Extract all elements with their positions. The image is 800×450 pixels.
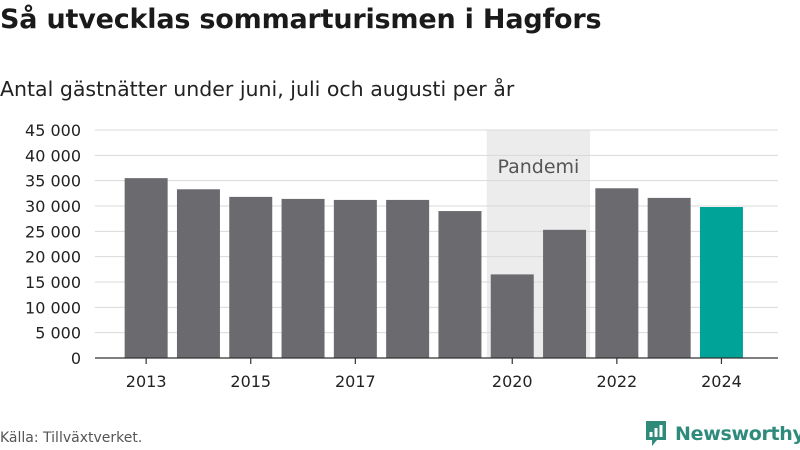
pandemic-label: Pandemi [497, 156, 579, 178]
x-tick-label: 2015 [230, 372, 271, 391]
y-tick-label: 40 000 [25, 146, 81, 165]
chart-subtitle: Antal gästnätter under juni, juli och au… [0, 77, 515, 101]
bar-2023 [647, 197, 691, 358]
source-note: Källa: Tillväxtverket. [0, 430, 143, 446]
y-tick-label: 20 000 [25, 248, 81, 267]
x-tick-label: 2013 [126, 372, 167, 391]
x-tick-label: 2020 [492, 372, 533, 391]
bar-2021 [543, 229, 587, 358]
bar-2020 [490, 274, 534, 358]
bar-2015 [229, 196, 273, 358]
bar-2024 [699, 207, 743, 358]
bar-2016 [281, 198, 325, 358]
bar-2019 [438, 211, 482, 358]
bar-2013 [124, 178, 168, 358]
bar-2018 [386, 199, 430, 358]
chart-title: Så utvecklas sommarturismen i Hagfors [0, 4, 602, 35]
y-tick-label: 35 000 [25, 172, 81, 191]
y-tick-label: 10 000 [25, 298, 81, 317]
y-tick-label: 0 [71, 349, 81, 368]
y-tick-label: 45 000 [25, 121, 81, 140]
bar-2022 [595, 188, 639, 358]
bar-2014 [176, 189, 220, 358]
newsworthy-logo-icon [646, 421, 666, 446]
x-tick-label: 2017 [335, 372, 376, 391]
y-tick-label: 5 000 [35, 324, 81, 343]
y-tick-label: 30 000 [25, 197, 81, 216]
brand-logo: Newsworthy [644, 419, 800, 449]
y-tick-label: 25 000 [25, 222, 81, 241]
brand-name: Newsworthy [675, 423, 800, 445]
x-tick-label: 2022 [596, 372, 637, 391]
x-tick-label: 2024 [701, 372, 742, 391]
bar-2017 [333, 199, 377, 358]
y-tick-label: 15 000 [25, 273, 81, 292]
